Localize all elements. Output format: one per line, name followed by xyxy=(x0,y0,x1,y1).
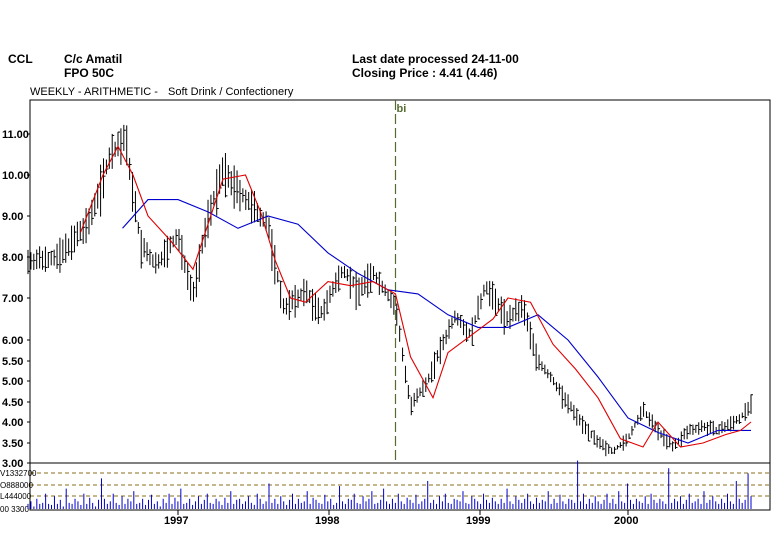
sector-label: Soft Drink / Confectionery xyxy=(168,86,294,98)
volume-tick-label: V1332700 xyxy=(0,469,37,478)
company-name: C/c Amatil xyxy=(64,52,123,66)
volume-tick-label: 00 3300 xyxy=(0,505,29,514)
year-tick-label: 1998 xyxy=(315,515,339,527)
last-date-processed: Last date processed 24-11-00 xyxy=(352,52,519,66)
price-tick-label: 3.00 xyxy=(2,458,23,470)
security-code: CCL xyxy=(8,52,33,66)
volume-tick-label: L444000 xyxy=(0,492,32,501)
price-tick-label: 7.00 xyxy=(2,293,23,305)
price-tick-label: 4.50 xyxy=(2,397,23,409)
price-tick-label: 5.00 xyxy=(2,376,23,388)
price-tick-label: 9.00 xyxy=(2,211,23,223)
marker-label: bi xyxy=(397,103,407,115)
price-tick-label: 11.00 xyxy=(2,129,29,141)
moving-average-short xyxy=(79,145,752,448)
security-type: FPO 50C xyxy=(64,66,115,80)
price-tick-label: 5.50 xyxy=(2,356,23,368)
plot-frame xyxy=(29,99,771,511)
price-tick-label: 4.00 xyxy=(2,417,23,429)
price-tick-label: 10.00 xyxy=(2,170,30,182)
closing-price: Closing Price : 4.41 (4.46) xyxy=(352,66,498,80)
year-tick-label: 2000 xyxy=(614,515,638,527)
price-tick-label: 8.00 xyxy=(2,252,23,264)
volume-tick-label: O888000 xyxy=(0,481,33,490)
chart-mode: WEEKLY - ARITHMETIC - xyxy=(30,86,158,98)
price-tick-label: 3.50 xyxy=(2,438,23,450)
year-tick-label: 1999 xyxy=(466,515,490,527)
price-tick-label: 6.00 xyxy=(2,335,23,347)
year-tick-label: 1997 xyxy=(164,515,188,527)
moving-average-long xyxy=(122,199,751,444)
